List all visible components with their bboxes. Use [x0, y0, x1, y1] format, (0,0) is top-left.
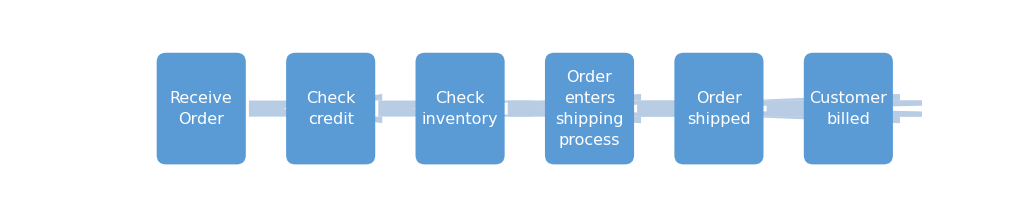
Polygon shape	[378, 94, 641, 123]
Text: Customer
billed: Customer billed	[809, 91, 888, 127]
Polygon shape	[508, 94, 900, 123]
FancyBboxPatch shape	[157, 53, 246, 164]
Text: Receive
Order: Receive Order	[170, 91, 232, 127]
Polygon shape	[767, 94, 1024, 123]
Text: Order
shipped: Order shipped	[687, 91, 751, 127]
Text: Check
inventory: Check inventory	[422, 91, 499, 127]
FancyBboxPatch shape	[804, 53, 893, 164]
FancyBboxPatch shape	[675, 53, 764, 164]
FancyBboxPatch shape	[286, 53, 375, 164]
Text: Order
enters
shipping
process: Order enters shipping process	[555, 70, 624, 147]
FancyBboxPatch shape	[416, 53, 505, 164]
Polygon shape	[249, 94, 382, 123]
Polygon shape	[637, 94, 1024, 123]
FancyBboxPatch shape	[545, 53, 634, 164]
Text: Check
credit: Check credit	[306, 91, 355, 127]
